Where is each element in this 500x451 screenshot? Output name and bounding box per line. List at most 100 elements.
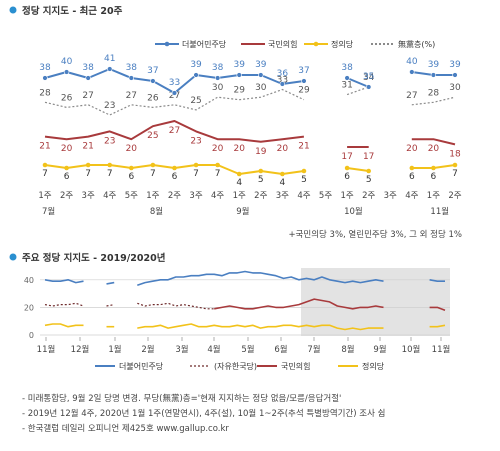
data-label: 20 [212, 144, 224, 154]
series-line-국민의힘 [44, 120, 305, 143]
x-tick-label: 2주 [254, 191, 267, 201]
legend-label: 국민의힘 [268, 39, 297, 49]
data-point [63, 69, 70, 75]
data-label: 26 [147, 93, 159, 103]
data-point [85, 162, 91, 168]
series-line-정의당 [44, 323, 84, 328]
x-tick-label: 3주 [189, 191, 202, 201]
top-chart-footnote: +국민의당 3%, 열린민주당 3%, 그 외 정당 1% [288, 229, 462, 240]
x-tick-label: 4월 [207, 344, 220, 355]
data-point [107, 66, 113, 72]
data-point [365, 84, 372, 90]
x-tick-label: 1주 [146, 191, 159, 201]
x-tick-label: 7월 [307, 344, 320, 355]
x-tick-label: 11월 [432, 344, 451, 355]
data-label: 31 [341, 81, 352, 91]
data-label: 20 [61, 144, 73, 154]
x-tick-label: 2주 [60, 191, 73, 201]
data-label: 27 [169, 91, 180, 101]
data-label: 34 [363, 73, 375, 83]
month-label: 8월 [150, 206, 163, 217]
x-tick-label: 5월 [241, 344, 254, 355]
data-point [452, 72, 458, 78]
title-bullet-icon [9, 253, 17, 261]
data-label: 6 [128, 172, 134, 182]
data-point [85, 75, 91, 81]
data-label: 5 [258, 175, 264, 185]
data-point [150, 78, 156, 84]
data-label: 6 [431, 172, 437, 182]
x-tick-label: 4주 [297, 191, 310, 201]
data-point [42, 162, 48, 168]
data-point [344, 165, 350, 171]
data-label: 38 [212, 63, 224, 73]
x-tick-label: 11월 [37, 344, 56, 355]
data-label: 19 [255, 147, 267, 157]
data-label: 29 [233, 86, 245, 96]
series-line-(자유한국당) [106, 304, 115, 307]
x-tick-label: 12월 [71, 344, 90, 355]
data-label: 6 [409, 172, 415, 182]
legend-marker [164, 41, 170, 47]
data-label: 28 [428, 88, 440, 98]
data-point [215, 162, 220, 168]
data-label: 30 [255, 83, 267, 93]
month-label: 11월 [430, 206, 449, 217]
data-label: 6 [64, 172, 70, 182]
legend-label: 더불어민주당 [119, 361, 164, 371]
series-line-국민의힘 [411, 138, 456, 146]
legend-marker [313, 41, 319, 47]
data-label: 6 [344, 172, 350, 182]
month-label: 7월 [42, 206, 55, 217]
data-label: 21 [82, 142, 93, 152]
x-tick-label: 2주 [168, 191, 181, 201]
chart-title: 정당 지지도 - 최근 20주 [22, 5, 123, 17]
series-line-더불어민주당 [346, 77, 370, 88]
data-label: 7 [107, 169, 113, 179]
data-label: 35 [363, 72, 374, 82]
data-label: 38 [82, 63, 94, 73]
month-label: 10월 [344, 206, 363, 217]
series-line-국민의힘 [214, 298, 384, 310]
data-label: 37 [147, 66, 158, 76]
data-label: 17 [363, 152, 374, 162]
legend-label: (자유한국당) [214, 361, 257, 371]
series-line-無黨층(%) [411, 96, 456, 106]
x-tick-label: 1주 [427, 191, 440, 201]
data-point [128, 75, 135, 81]
data-label: 20 [233, 144, 245, 154]
data-label: 21 [298, 142, 309, 152]
data-label: 7 [215, 169, 221, 179]
x-tick-label: 2주 [448, 191, 461, 201]
data-label: 40 [406, 57, 418, 67]
chart-title: 주요 정당 지지도 - 2019/2020년 [22, 252, 165, 264]
data-label: 37 [298, 66, 309, 76]
data-point [452, 162, 458, 168]
x-tick-label: 1주 [340, 191, 353, 201]
data-label: 39 [449, 60, 461, 70]
data-label: 27 [169, 126, 180, 136]
note-line-3: - 한국갤럽 데일리 오피니언 제425호 www.gallup.co.kr [22, 424, 229, 434]
data-point [301, 78, 307, 84]
series-line-(자유한국당) [137, 302, 215, 310]
data-label: 30 [449, 83, 461, 93]
x-tick-label: 3주 [82, 191, 95, 201]
data-label: 4 [236, 178, 242, 188]
data-point [258, 72, 264, 78]
y-tick-label: 0 [29, 331, 34, 340]
data-label: 23 [104, 136, 115, 146]
series-line-정의당 [429, 324, 446, 328]
data-label: 29 [298, 86, 310, 96]
data-label: 4 [280, 178, 286, 188]
data-label: 21 [39, 142, 50, 152]
data-point [64, 165, 69, 171]
legend-label: 정의당 [362, 361, 385, 371]
x-tick-label: 4주 [103, 191, 116, 201]
data-label: 17 [341, 152, 352, 162]
data-label: 25 [147, 131, 158, 141]
data-label: 5 [301, 175, 307, 185]
data-label: 5 [366, 175, 372, 185]
data-point [431, 165, 436, 171]
data-label: 38 [126, 63, 138, 73]
data-point [214, 75, 221, 81]
